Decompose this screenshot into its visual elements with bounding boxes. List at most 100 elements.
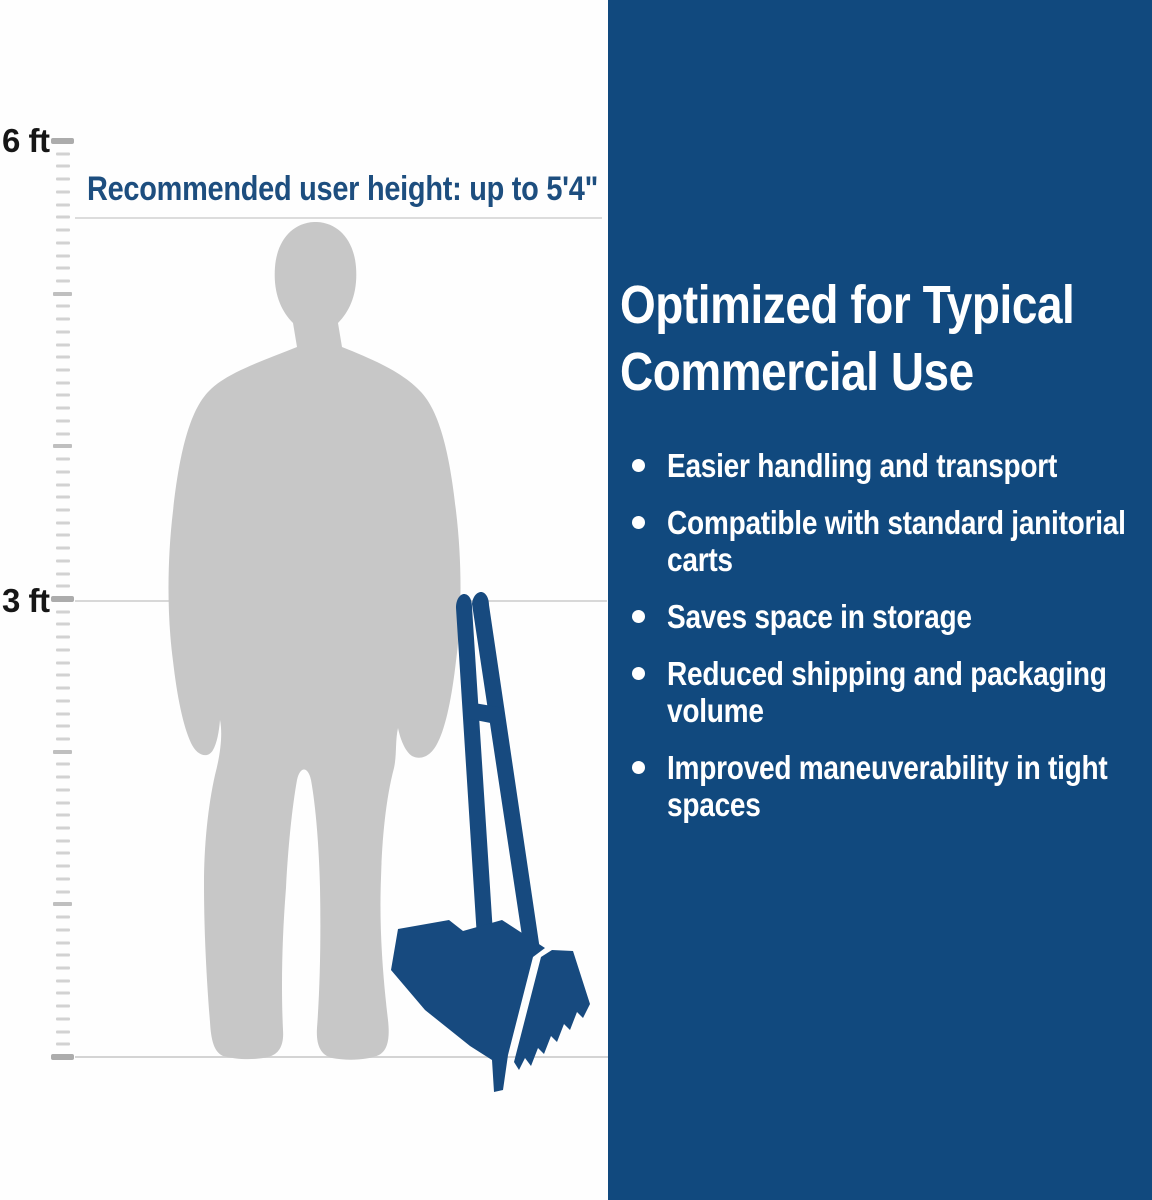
ruler-inch-tick [56, 355, 70, 359]
ruler-inch-tick [56, 432, 70, 436]
ruler-inch-tick [56, 572, 70, 576]
ruler-inch-tick [56, 381, 70, 385]
ruler-inch-tick [56, 699, 70, 703]
benefit-item: Reduced shipping and packaging volume [632, 655, 1152, 729]
ruler-inch-tick [56, 1017, 70, 1021]
ruler-inch-tick [56, 1004, 70, 1008]
ruler-inch-tick [56, 215, 70, 219]
ruler-inch-tick [56, 343, 70, 347]
ruler-foot-tick [53, 444, 72, 449]
ruler-inch-tick [56, 546, 70, 550]
benefit-text: Easier handling and transport [667, 447, 1058, 484]
bullet-icon [632, 610, 645, 623]
ruler-inch-tick [56, 648, 70, 652]
height-ruler [0, 0, 100, 1200]
ruler-inch-tick [56, 991, 70, 995]
ruler-inch-tick [56, 521, 70, 525]
ruler-inch-tick [56, 266, 70, 270]
benefits-title-line1: Optimized for Typical [620, 275, 1075, 335]
ruler-inch-tick [56, 254, 70, 257]
ruler-inch-tick [56, 317, 70, 321]
recommended-height-text: Recommended user height: up to 5'4" [87, 170, 599, 208]
benefit-item: Saves space in storage [632, 598, 1152, 635]
ruler-inch-tick [56, 470, 70, 474]
ruler-inch-tick [56, 508, 70, 512]
ruler-inch-tick [56, 406, 70, 410]
ruler-inch-tick [56, 712, 70, 715]
ruler-foot-tick [53, 749, 72, 754]
ruler-inch-tick [56, 164, 70, 168]
ruler-inch-tick [56, 304, 70, 308]
benefit-text: Improved maneuverability in tight spaces [667, 749, 1108, 823]
ruler-inch-tick [56, 533, 70, 537]
ruler-inch-tick [56, 152, 70, 156]
broom-bristles [514, 950, 590, 1070]
ruler-inch-tick [56, 839, 70, 843]
ruler-inch-tick [56, 762, 70, 766]
ruler-inch-tick [56, 890, 70, 894]
ruler-foot-tick [51, 1054, 74, 1060]
ruler-label-3ft: 3 ft [2, 582, 50, 619]
dustpan-handle [456, 594, 493, 938]
ruler-inch-tick [56, 622, 70, 626]
lobby-dustpan-broom-icon [391, 592, 590, 1092]
bullet-icon [632, 667, 645, 680]
benefits-panel: Optimized for Typical Commercial Use Eas… [608, 0, 1152, 1200]
ruler-inch-tick [56, 877, 70, 881]
benefit-item: Improved maneuverability in tight spaces [632, 749, 1152, 823]
bullet-icon [632, 761, 645, 774]
ruler-inch-tick [56, 635, 70, 639]
benefits-list: Easier handling and transport Compatible… [632, 447, 1152, 843]
user-height-reference-line [75, 217, 602, 219]
bullet-icon [632, 459, 645, 472]
benefit-text: Compatible with standard janitorial cart… [667, 504, 1126, 578]
ruler-foot-tick [53, 291, 72, 296]
ruler-inch-tick [56, 483, 70, 486]
benefit-text: Saves space in storage [667, 598, 972, 635]
benefit-item: Easier handling and transport [632, 447, 1152, 484]
comparison-figures [168, 222, 590, 1092]
ruler-foot-tick [53, 902, 72, 907]
benefit-item: Compatible with standard janitorial cart… [632, 504, 1152, 578]
ruler-inch-tick [56, 1042, 70, 1046]
person-silhouette-icon [168, 222, 461, 1060]
ruler-inch-tick [56, 279, 70, 283]
ruler-inch-tick [56, 584, 70, 588]
ruler-inch-tick [56, 559, 70, 563]
ruler-label-6ft: 6 ft [2, 122, 50, 159]
ruler-inch-tick [56, 419, 70, 423]
size-comparison-panel: 6 ft 3 ft Recommended user height: up to… [0, 0, 608, 1200]
ruler-inch-tick [56, 368, 70, 372]
ruler-inch-tick [56, 737, 70, 741]
ruler-foot-tick [51, 138, 74, 144]
benefits-title-line2: Commercial Use [620, 342, 974, 402]
ruler-inch-tick [56, 673, 70, 677]
ruler-inch-tick [56, 941, 70, 944]
ruler-inch-tick [56, 190, 70, 194]
ruler-inch-tick [56, 457, 70, 461]
ruler-inch-tick [56, 953, 70, 957]
ruler-inch-tick [56, 813, 70, 817]
dustpan-bin [391, 920, 545, 1092]
ruler-inch-tick [56, 241, 70, 245]
ruler-inch-tick [56, 495, 70, 499]
ruler-inch-tick [56, 228, 70, 232]
ruler-inch-tick [56, 966, 70, 970]
ruler-inch-tick [56, 1030, 70, 1034]
ruler-inch-tick [56, 928, 70, 932]
ruler-inch-tick [56, 864, 70, 868]
ruler-inch-tick [56, 788, 70, 792]
ruler-inch-tick [56, 177, 70, 181]
ruler-foot-tick [51, 596, 74, 602]
ruler-inch-tick [56, 915, 70, 919]
ruler-inch-tick [56, 330, 70, 334]
handle-crossbar [468, 702, 506, 726]
broom-handle [472, 592, 540, 956]
ruler-inch-tick [56, 801, 70, 805]
ruler-inch-tick [56, 979, 70, 983]
ruler-inch-tick [56, 826, 70, 830]
benefits-title: Optimized for Typical Commercial Use [620, 272, 1075, 406]
ruler-inch-tick [56, 775, 70, 779]
benefit-text: Reduced shipping and packaging volume [667, 655, 1107, 729]
